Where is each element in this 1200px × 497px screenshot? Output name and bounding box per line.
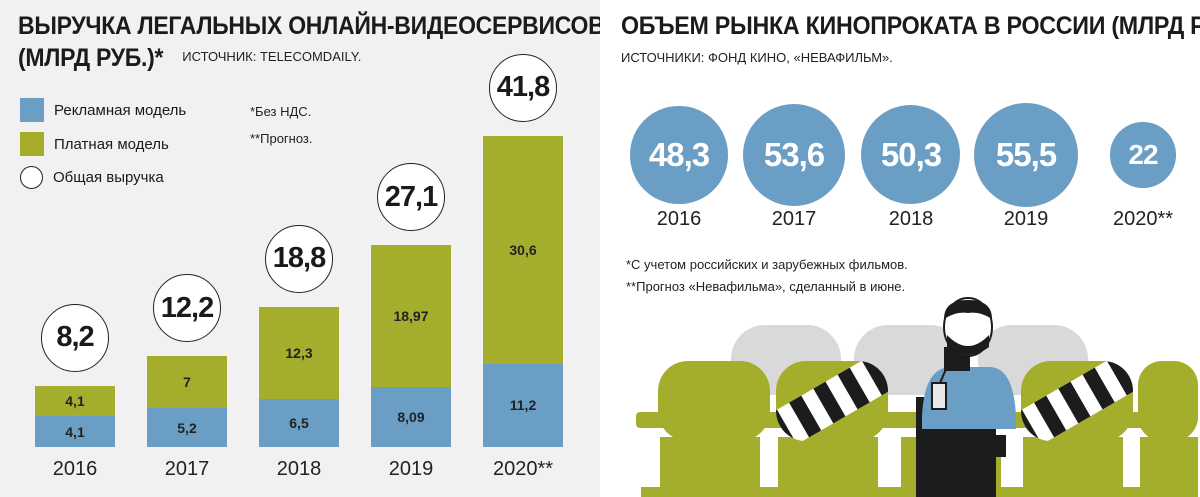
total-revenue-bubble: 27,1 — [377, 163, 445, 232]
legend-item-ad: Рекламная модель — [20, 98, 186, 122]
right-note-2: **Прогноз «Невафильма», сделанный в июне… — [626, 279, 906, 294]
bar-value-label: 6,5 — [289, 414, 309, 431]
online-video-panel: ВЫРУЧКА ЛЕГАЛЬНЫХ ОНЛАЙН-ВИДЕОСЕРВИСОВ (… — [0, 0, 605, 497]
legend-label-total: Общая выручка — [53, 168, 164, 186]
x-tick-label: 2017 — [164, 458, 210, 480]
right-chart-title: ОБЪЕМ РЫНКА КИНОПРОКАТА В РОССИИ (МЛРД Р… — [621, 12, 1200, 40]
bar-value-label: 4,1 — [65, 393, 85, 410]
box-office-circle: 50,3 — [861, 105, 961, 205]
bar-value-label: 4,1 — [65, 423, 85, 440]
bar-segment-paid: 12,3 — [259, 306, 339, 399]
legend-swatch-total — [20, 165, 43, 189]
blocked-seat-stripes-1 — [776, 361, 888, 441]
box-office-circle: 48,3 — [630, 106, 728, 204]
x-tick-label: 2018 — [276, 458, 322, 480]
bar-value-label: 11,2 — [509, 397, 537, 414]
note-forecast: **Прогноз. — [250, 131, 313, 146]
x-tick-label: 2019 — [388, 458, 434, 480]
total-revenue-bubble: 8,2 — [41, 303, 109, 372]
legend-swatch-paid — [20, 132, 44, 156]
x-tick-label: 2016 — [52, 458, 98, 480]
box-office-year-label: 2020** — [1112, 208, 1174, 230]
bar-segment-ad: 6,5 — [259, 398, 339, 447]
box-office-year-label: 2019 — [1003, 208, 1049, 230]
total-revenue-bubble: 18,8 — [265, 224, 333, 293]
left-chart-title-line2: (МЛРД РУБ.)* — [18, 44, 164, 72]
panel-divider — [600, 0, 606, 497]
bar-segment-ad: 5,2 — [147, 408, 227, 447]
bar-segment-paid: 4,1 — [35, 385, 115, 417]
bar-segment-paid: 18,97 — [371, 245, 451, 387]
bar-segment-ad: 4,1 — [35, 416, 115, 447]
legend-swatch-ad — [20, 98, 44, 122]
bar-segment-ad: 11,2 — [483, 363, 563, 447]
box-office-circle: 55,5 — [974, 103, 1078, 207]
bar-value-label: 5,2 — [177, 419, 197, 436]
bar-value-label: 12,3 — [285, 344, 313, 361]
box-office-year-label: 2017 — [771, 208, 817, 230]
bar-segment-ad: 8,09 — [371, 386, 451, 447]
bar-value-label: 30,6 — [509, 241, 537, 258]
masked-viewer — [916, 297, 1016, 497]
legend-item-paid: Платная модель — [20, 132, 169, 156]
legend-label-ad: Рекламная модель — [54, 101, 187, 119]
left-source: ИСТОЧНИК: TELECOMDAILY. — [182, 49, 362, 64]
left-chart-title-line1: ВЫРУЧКА ЛЕГАЛЬНЫХ ОНЛАЙН-ВИДЕОСЕРВИСОВ — [18, 12, 605, 40]
bar-value-label: 7 — [183, 374, 191, 391]
note-vat: *Без НДС. — [250, 104, 312, 119]
bar-value-label: 18,97 — [393, 308, 429, 325]
cinema-seats-illustration — [636, 297, 1198, 497]
box-office-circle: 53,6 — [742, 103, 846, 207]
legend-item-total: Общая выручка — [20, 165, 164, 189]
left-title-row2: (МЛРД РУБ.)* ИСТОЧНИК: TELECOMDAILY. — [18, 44, 361, 73]
bar-value-label: 8,09 — [397, 408, 425, 425]
box-office-panel: ОБЪЕМ РЫНКА КИНОПРОКАТА В РОССИИ (МЛРД Р… — [606, 0, 1200, 497]
right-source: ИСТОЧНИКИ: ФОНД КИНО, «НЕВАФИЛЬМ». — [621, 50, 893, 65]
box-office-year-label: 2016 — [656, 208, 702, 230]
bar-segment-paid: 30,6 — [483, 135, 563, 364]
total-revenue-bubble: 41,8 — [489, 53, 557, 122]
total-revenue-bubble: 12,2 — [153, 274, 221, 343]
bar-segment-paid: 7 — [147, 356, 227, 409]
right-note-1: *С учетом российских и зарубежных фильмо… — [626, 257, 908, 272]
x-tick-label: 2020** — [492, 458, 554, 480]
legend-label-paid: Платная модель — [54, 135, 169, 153]
box-office-year-label: 2018 — [888, 208, 934, 230]
box-office-circle: 22 — [1110, 122, 1176, 188]
